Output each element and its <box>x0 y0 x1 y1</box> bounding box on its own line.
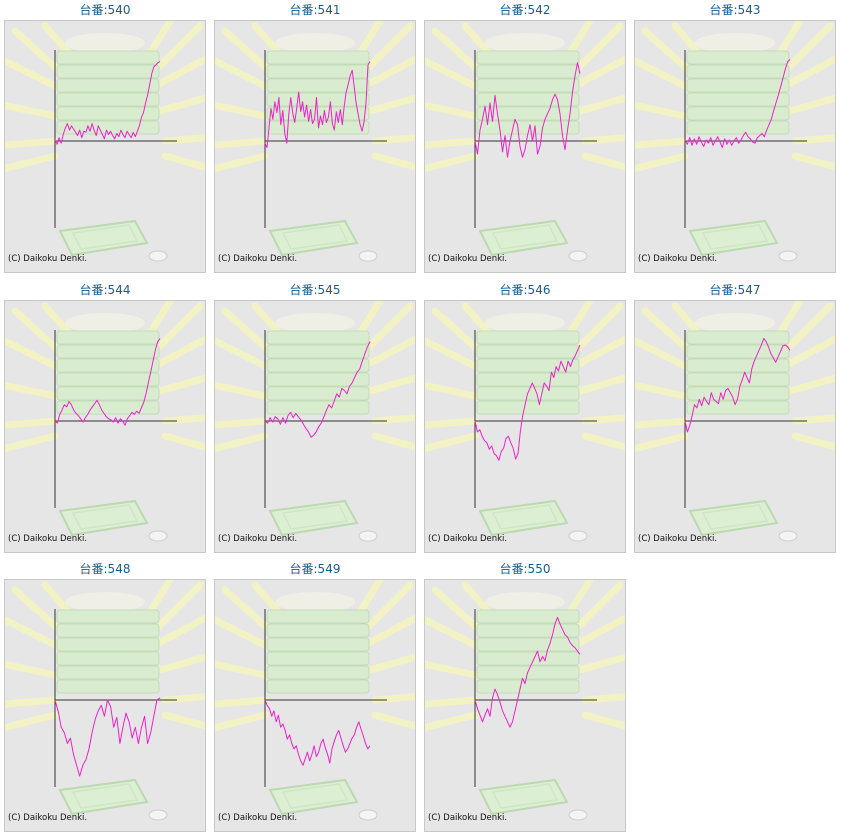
copyright-text: (C) Daikoku Denki. <box>428 534 507 544</box>
machine-chart-card: 台番:544 (C) Daikoku Denki. <box>4 280 206 555</box>
copyright-text: (C) Daikoku Denki. <box>218 534 297 544</box>
machine-number-link[interactable]: 台番:550 <box>499 562 551 576</box>
machine-number-link[interactable]: 台番:542 <box>499 3 551 17</box>
slump-graph-svg: (C) Daikoku Denki. <box>215 580 415 823</box>
machine-number-link[interactable]: 台番:541 <box>289 3 341 17</box>
slump-line <box>264 699 371 766</box>
copyright-text: (C) Daikoku Denki. <box>8 254 87 264</box>
machine-chart-card: 台番:540 (C) Daikoku Denki. <box>4 0 206 275</box>
slump-graph: (C) Daikoku Denki. <box>634 300 836 553</box>
machine-chart-card: 台番:548 (C) Daikoku Denki. <box>4 559 206 834</box>
machine-number-link[interactable]: 台番:543 <box>709 3 761 17</box>
slump-graph: (C) Daikoku Denki. <box>214 300 416 553</box>
slump-line <box>684 59 791 148</box>
background-artwork <box>5 301 205 542</box>
slump-graph-svg: (C) Daikoku Denki. <box>215 21 415 264</box>
copyright-text: (C) Daikoku Denki. <box>8 534 87 544</box>
slump-line <box>54 697 161 777</box>
slump-line <box>54 61 161 145</box>
background-artwork <box>635 21 835 262</box>
machine-number-link[interactable]: 台番:546 <box>499 283 551 297</box>
background-artwork <box>5 21 205 262</box>
slump-graph: (C) Daikoku Denki. <box>4 300 206 553</box>
background-artwork <box>425 21 625 262</box>
copyright-text: (C) Daikoku Denki. <box>428 254 507 264</box>
copyright-text: (C) Daikoku Denki. <box>428 813 507 823</box>
background-artwork <box>425 301 625 542</box>
slump-line <box>54 338 161 426</box>
machine-number-link[interactable]: 台番:540 <box>79 3 131 17</box>
slump-graph: (C) Daikoku Denki. <box>214 20 416 273</box>
slump-graph-svg: (C) Daikoku Denki. <box>5 21 205 264</box>
slump-graph: (C) Daikoku Denki. <box>4 20 206 273</box>
machine-chart-card: 台番:543 (C) Daikoku Denki. <box>634 0 836 275</box>
copyright-text: (C) Daikoku Denki. <box>8 813 87 823</box>
machine-chart-card: 台番:550 (C) Daikoku Denki. <box>424 559 626 834</box>
background-artwork <box>5 580 205 821</box>
slump-graph-svg: (C) Daikoku Denki. <box>215 301 415 544</box>
slump-line <box>474 62 581 158</box>
machine-number-link[interactable]: 台番:544 <box>79 283 131 297</box>
machine-chart-card: 台番:545 (C) Daikoku Denki. <box>214 280 416 555</box>
slump-graph: (C) Daikoku Denki. <box>424 20 626 273</box>
machine-chart-card: 台番:549 (C) Daikoku Denki. <box>214 559 416 834</box>
slump-graph-svg: (C) Daikoku Denki. <box>425 580 625 823</box>
slump-graph-svg: (C) Daikoku Denki. <box>5 301 205 544</box>
machine-number-link[interactable]: 台番:545 <box>289 283 341 297</box>
background-artwork <box>215 580 415 821</box>
slump-graph: (C) Daikoku Denki. <box>424 579 626 832</box>
slump-line <box>264 61 371 148</box>
slump-line <box>474 616 581 728</box>
slump-graph-svg: (C) Daikoku Denki. <box>425 301 625 544</box>
slump-graph: (C) Daikoku Denki. <box>634 20 836 273</box>
copyright-text: (C) Daikoku Denki. <box>638 534 717 544</box>
machine-chart-card: 台番:542 (C) Daikoku Denki. <box>424 0 626 275</box>
slump-graph: (C) Daikoku Denki. <box>4 579 206 832</box>
slump-graph-svg: (C) Daikoku Denki. <box>635 301 835 544</box>
slump-line <box>684 337 791 433</box>
machine-number-link[interactable]: 台番:548 <box>79 562 131 576</box>
slump-graph: (C) Daikoku Denki. <box>424 300 626 553</box>
slump-line <box>474 344 581 461</box>
machine-number-link[interactable]: 台番:549 <box>289 562 341 576</box>
slump-line <box>264 341 371 438</box>
copyright-text: (C) Daikoku Denki. <box>218 254 297 264</box>
slump-graph: (C) Daikoku Denki. <box>214 579 416 832</box>
slump-graph-svg: (C) Daikoku Denki. <box>5 580 205 823</box>
slump-graph-svg: (C) Daikoku Denki. <box>425 21 625 264</box>
slump-graph-svg: (C) Daikoku Denki. <box>635 21 835 264</box>
machine-chart-card: 台番:547 (C) Daikoku Denki. <box>634 280 836 555</box>
machine-number-link[interactable]: 台番:547 <box>709 283 761 297</box>
background-artwork <box>425 580 625 821</box>
machine-chart-card: 台番:546 (C) Daikoku Denki. <box>424 280 626 555</box>
copyright-text: (C) Daikoku Denki. <box>638 254 717 264</box>
machine-chart-card: 台番:541 (C) Daikoku Denki. <box>214 0 416 275</box>
copyright-text: (C) Daikoku Denki. <box>218 813 297 823</box>
